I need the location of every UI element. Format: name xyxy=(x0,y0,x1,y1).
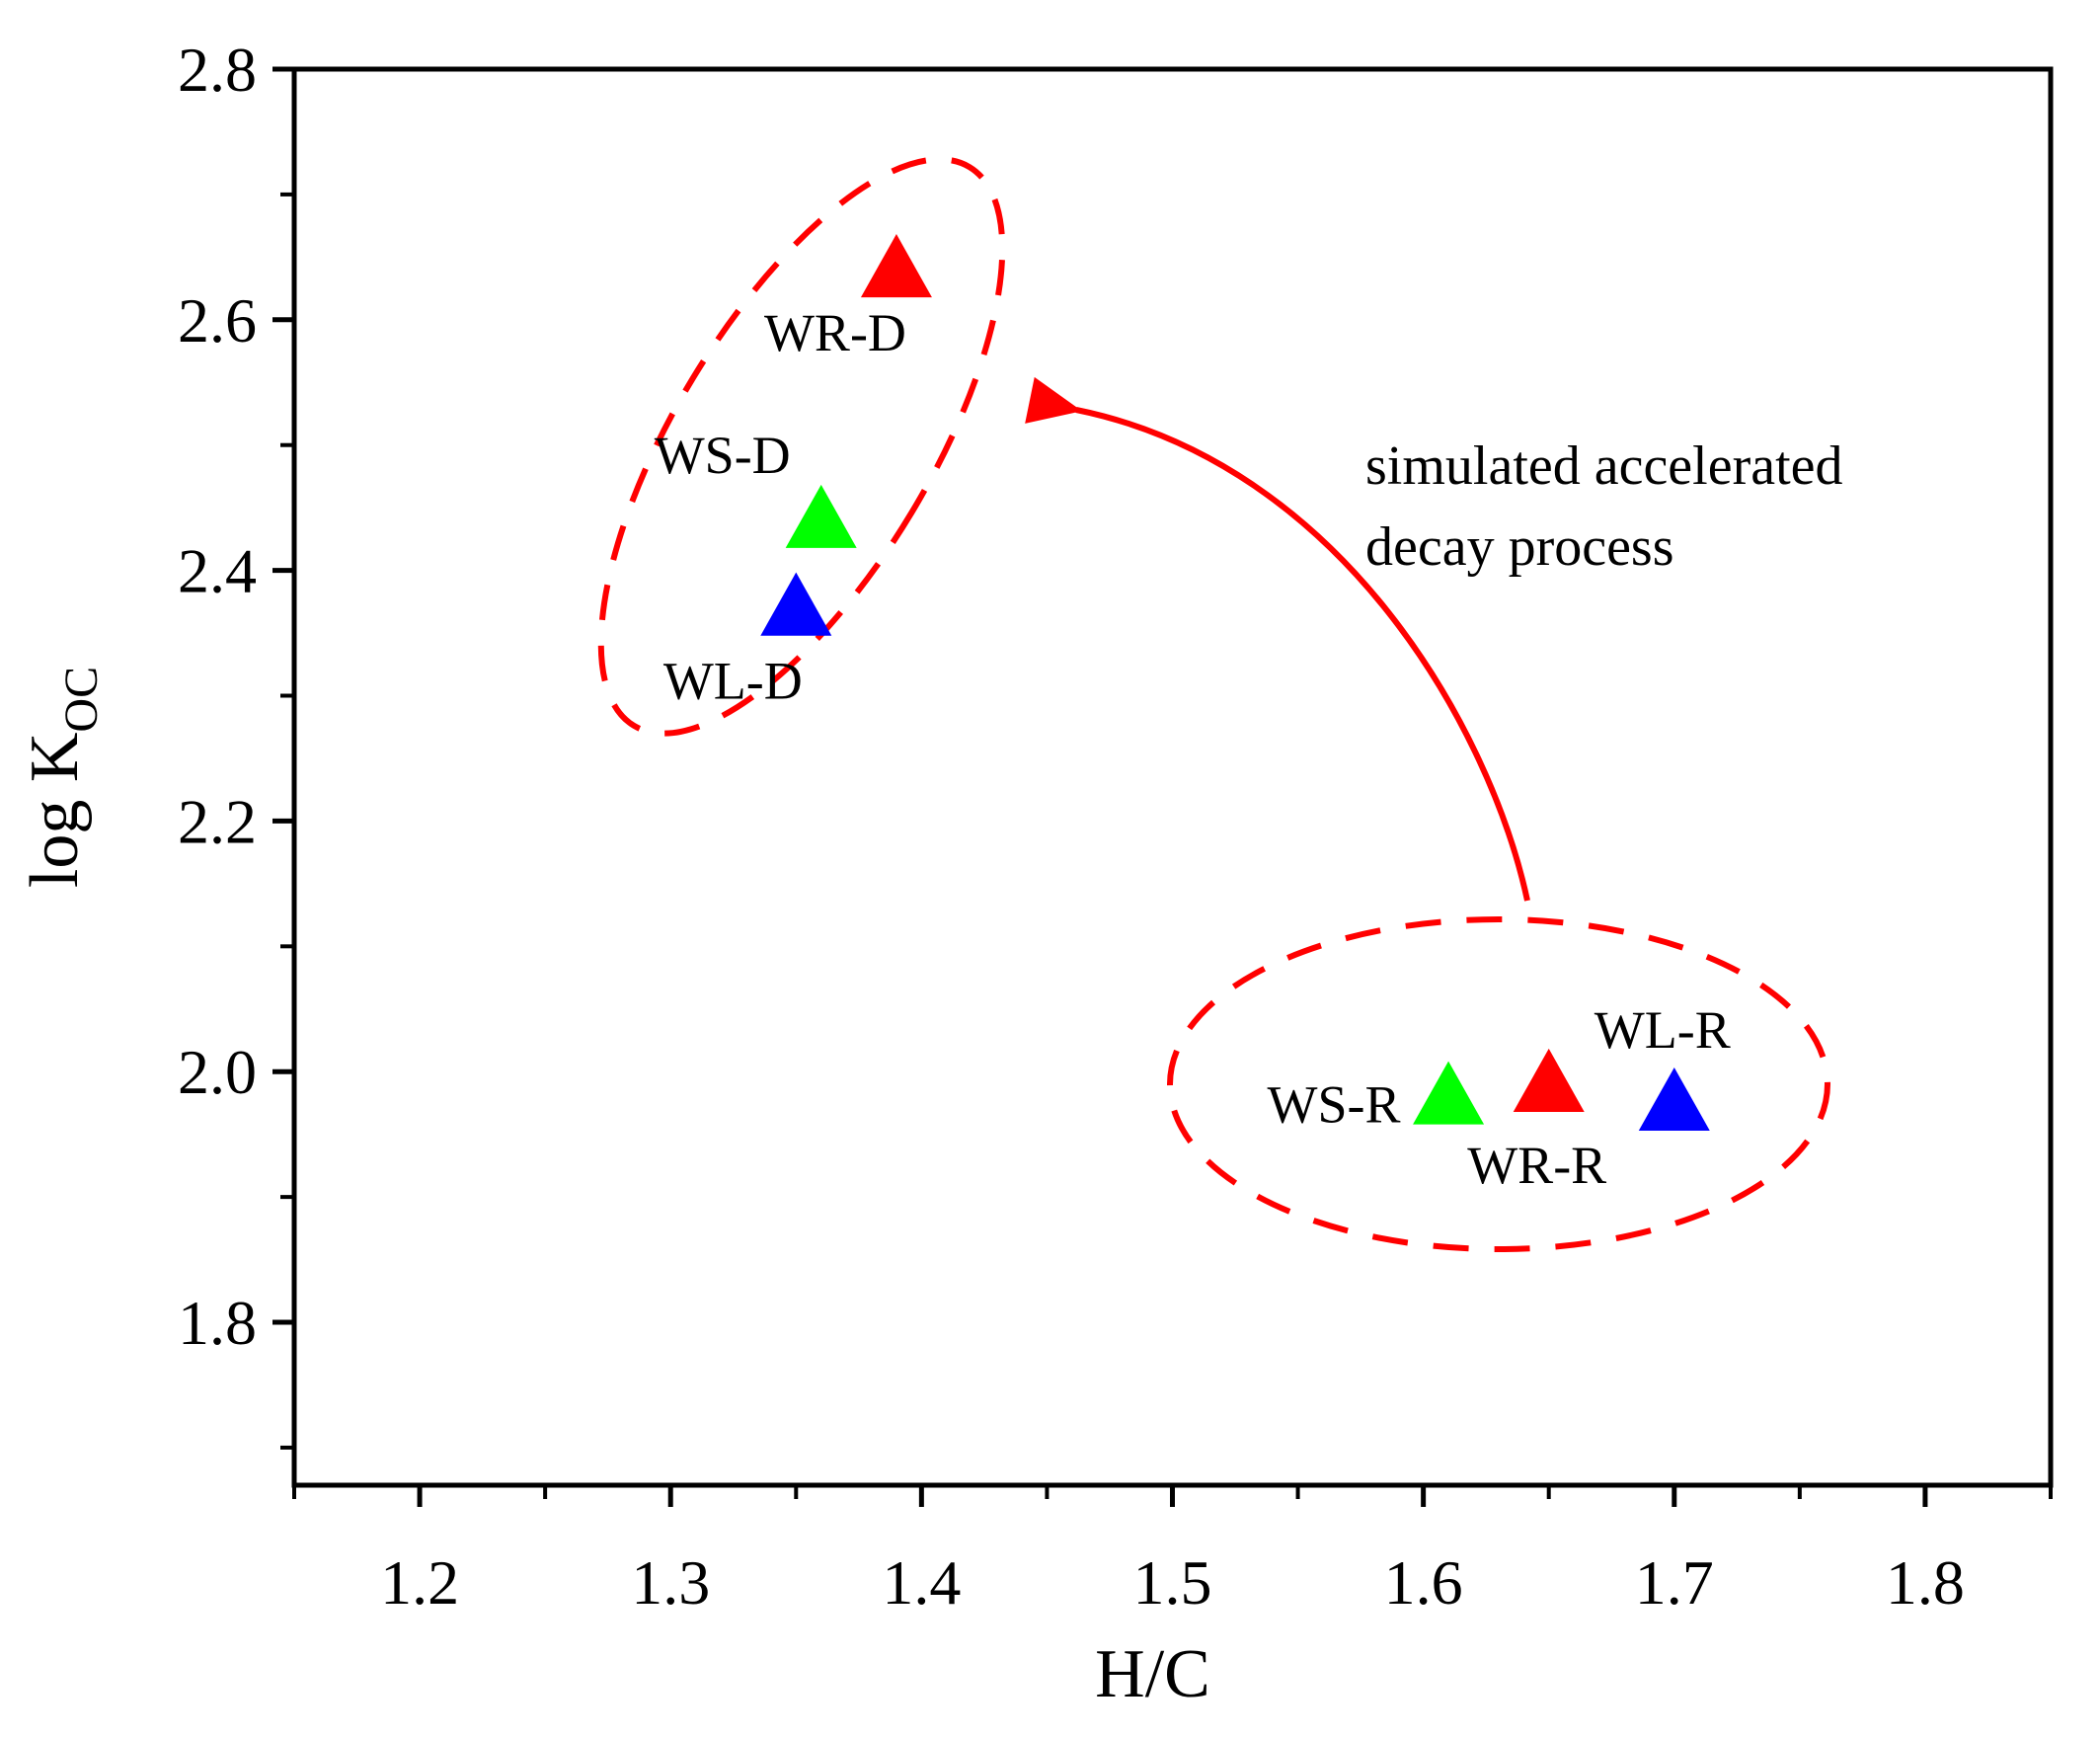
y-tick-label: 2.8 xyxy=(178,35,257,105)
point-label-wr-r: WR-R xyxy=(1467,1136,1606,1195)
annotation-line-2: decay process xyxy=(1365,516,1674,578)
data-points: WR-D WS-D WL-D WS-R WR-R WL-R xyxy=(655,234,1731,1195)
x-tick-label: 1.7 xyxy=(1635,1547,1714,1618)
x-tick-label: 1.4 xyxy=(882,1547,961,1618)
raw-group-ring xyxy=(1167,916,1830,1252)
decay-process-arrow xyxy=(1025,376,1530,902)
axes: 1.2 1.3 1.4 1.5 1.6 1.7 1.8 1.8 2.0 2.2 2.4 2.6 2.8 H… xyxy=(17,35,2054,1712)
point-label-wl-d: WL-D xyxy=(663,652,803,711)
point-label-ws-r: WS-R xyxy=(1268,1075,1401,1135)
x-axis-title: H/C xyxy=(1095,1636,1210,1712)
y-axis-title-main: log K xyxy=(17,733,93,889)
group-rings xyxy=(597,156,1830,1252)
plot-frame xyxy=(291,66,2054,1488)
point-label-ws-d: WS-D xyxy=(655,426,791,485)
point-label-wl-r: WL-R xyxy=(1594,1000,1731,1060)
point-ws-r xyxy=(1413,1061,1485,1125)
point-ws-d xyxy=(785,484,857,548)
x-tick-label: 1.8 xyxy=(1886,1547,1965,1618)
x-tick-label: 1.6 xyxy=(1384,1547,1463,1618)
point-wr-d xyxy=(860,234,932,298)
annotation-line-1: simulated accelerated xyxy=(1365,435,1843,497)
y-tick-label: 2.4 xyxy=(178,536,257,606)
x-tick-label: 1.3 xyxy=(631,1547,710,1618)
point-wl-r xyxy=(1638,1066,1710,1132)
y-tick-label: 1.8 xyxy=(178,1288,257,1358)
point-wl-d xyxy=(760,572,832,636)
decayed-group-ring xyxy=(597,156,1006,737)
y-axis-title: log KOC xyxy=(17,667,108,888)
y-axis-title-subscript: OC xyxy=(55,667,108,733)
y-tick-label: 2.2 xyxy=(178,786,257,856)
y-tick-label: 2.0 xyxy=(178,1037,257,1107)
x-tick-label: 1.2 xyxy=(380,1547,459,1618)
point-wr-r xyxy=(1513,1048,1585,1112)
x-tick-label: 1.5 xyxy=(1133,1547,1212,1618)
y-tick-label: 2.6 xyxy=(178,285,257,356)
point-label-wr-d: WR-D xyxy=(764,303,906,362)
